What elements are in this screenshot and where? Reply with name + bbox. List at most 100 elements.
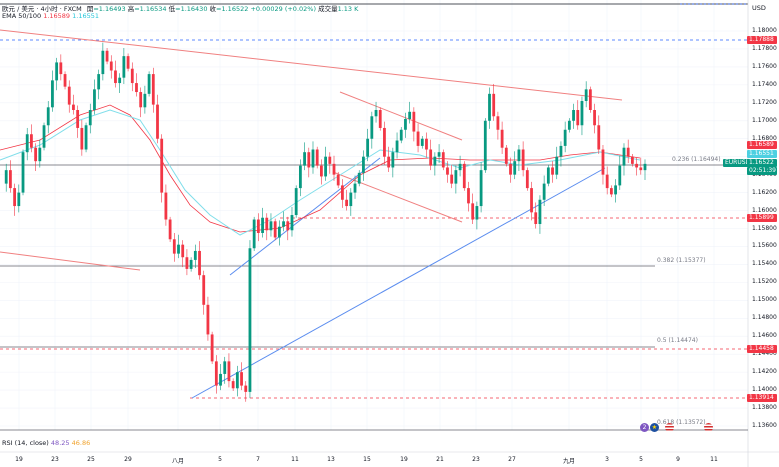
candle — [126, 53, 130, 72]
candle-body — [88, 110, 92, 126]
candle-body — [46, 107, 50, 126]
candle — [345, 189, 349, 211]
time-tick-label: 9 — [676, 456, 680, 463]
candle-body — [509, 163, 512, 175]
candle — [408, 101, 412, 124]
candle-body — [4, 170, 8, 184]
candle-body — [30, 134, 33, 148]
time-tick-label: 29 — [124, 456, 132, 463]
candle — [412, 107, 416, 142]
candle — [357, 170, 361, 187]
price-tick-label: 1.13600 — [752, 422, 777, 429]
candle-body — [38, 147, 42, 162]
candle — [404, 112, 407, 138]
candle-body — [412, 111, 416, 132]
candle — [93, 79, 96, 115]
candle-body — [576, 110, 580, 126]
candle — [88, 103, 92, 134]
close-value: =1.16522 — [216, 5, 249, 13]
candle — [135, 73, 138, 97]
rsi-value-1: 48.25 — [50, 439, 70, 447]
candle — [643, 159, 647, 181]
us-flag-icon[interactable] — [665, 423, 674, 432]
candle-body — [597, 125, 601, 150]
candle-body — [160, 138, 164, 193]
time-tick-label: 3 — [605, 456, 609, 463]
candle-body — [416, 131, 420, 146]
event-flag-icon[interactable]: 2 — [640, 423, 649, 432]
candle — [521, 141, 525, 177]
us-flag-icon-2[interactable] — [704, 423, 713, 432]
candle — [551, 161, 554, 183]
candle-body — [139, 92, 143, 108]
candle — [479, 162, 483, 213]
price-tick-label: 1.14200 — [752, 368, 777, 376]
candle-body — [114, 70, 117, 84]
candle-body — [479, 170, 483, 207]
candle — [240, 362, 243, 391]
candle-body — [248, 248, 252, 392]
candle — [177, 234, 180, 259]
candle — [294, 185, 298, 218]
candle — [256, 213, 260, 242]
candle-body — [341, 185, 344, 200]
candle-body — [315, 149, 319, 166]
candle — [231, 378, 235, 391]
candle — [273, 218, 277, 241]
time-tick-label: 11 — [710, 456, 718, 463]
eu-flag-icon[interactable]: ★ — [650, 423, 659, 432]
candle-body — [67, 86, 71, 105]
candle-body — [362, 156, 365, 173]
volume-label: 成交量 — [318, 5, 338, 13]
candle-body — [198, 250, 201, 276]
candle-body — [252, 219, 256, 249]
candle — [441, 149, 445, 171]
candle — [269, 213, 273, 237]
candle-body — [261, 217, 264, 233]
candle-body — [353, 183, 357, 193]
candle — [46, 101, 50, 134]
candle — [38, 139, 42, 168]
candle-body — [429, 149, 433, 166]
candle — [458, 155, 462, 177]
candle — [593, 103, 596, 134]
candle-body — [357, 172, 361, 184]
trend-line — [0, 251, 141, 271]
price-tick-label: 1.17800 — [752, 44, 777, 52]
candle — [324, 146, 328, 181]
candle-body — [177, 244, 180, 254]
change-value: +0.00029 (+0.02%) — [250, 5, 316, 13]
candle — [374, 101, 378, 123]
candle — [378, 107, 382, 131]
rsi-legend[interactable]: RSI (14, close) 48.25 46.86 — [2, 439, 90, 447]
candle — [639, 157, 643, 175]
candle-body — [563, 129, 567, 146]
candle-body — [399, 129, 403, 141]
candle — [109, 55, 113, 79]
ema-label: EMA 50/100 — [2, 12, 42, 20]
candle — [425, 132, 428, 158]
candle — [576, 100, 580, 130]
time-tick-label: 13 — [327, 456, 335, 463]
candle-body — [269, 221, 273, 231]
time-tick-label: 11 — [291, 456, 299, 463]
ema-legend[interactable]: EMA 50/100 1.16589 1.16551 — [2, 12, 99, 20]
candle-body — [584, 89, 588, 102]
candle-body — [530, 188, 533, 213]
price-tick-label: 1.17200 — [752, 98, 777, 106]
candle-body — [395, 140, 399, 153]
time-tick-label: 23 — [51, 456, 59, 463]
candle — [370, 111, 374, 149]
candle-body — [273, 221, 277, 238]
candle — [206, 296, 210, 341]
candle — [353, 175, 357, 199]
price-tick-label: 1.15000 — [752, 296, 777, 304]
candle — [34, 143, 38, 172]
high-value: =1.16534 — [134, 5, 167, 13]
candle-body — [13, 188, 17, 207]
trend-line — [339, 91, 463, 141]
currency-label[interactable]: USD — [752, 4, 766, 12]
candle — [349, 188, 353, 216]
candle-body — [328, 156, 332, 164]
